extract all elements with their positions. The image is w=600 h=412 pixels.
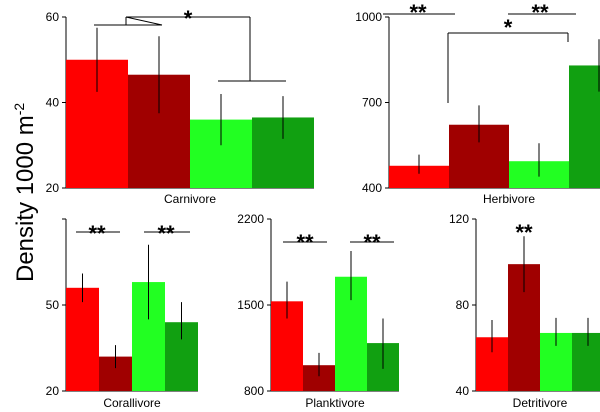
y-axis-label-superscript: -2 [11, 103, 27, 116]
category-label: Detritivore [513, 396, 568, 410]
y-tick-label: 50 [46, 298, 60, 312]
significance-label: ** [409, 0, 427, 25]
y-tick-label: 40 [456, 384, 470, 398]
significance-label: * [184, 6, 193, 31]
significance-label: ** [363, 230, 381, 255]
panel-corallivore: 20 50 Corallivore ** ** [46, 218, 198, 410]
category-label: Planktivore [305, 396, 365, 410]
significance-label: ** [515, 220, 533, 245]
bar-red [66, 287, 99, 391]
y-tick-label: 2200 [237, 212, 264, 226]
panel-detritivore: 40 80 120 Detritivore ** [449, 212, 600, 410]
y-tick-label: 1500 [237, 298, 264, 312]
significance-label: ** [88, 221, 106, 246]
bar-dark-green [569, 65, 600, 188]
y-tick-label: 20 [46, 384, 60, 398]
bar-red [389, 165, 449, 188]
category-label: Herbivore [483, 192, 535, 206]
y-tick-label: 60 [46, 10, 60, 24]
significance-label: ** [531, 0, 549, 25]
y-tick-label: 700 [362, 96, 382, 110]
significance-bracket [125, 16, 163, 26]
y-tick-label: 40 [46, 96, 60, 110]
y-tick-label: 800 [244, 384, 264, 398]
category-label: Carnivore [164, 192, 216, 206]
y-tick-label: 400 [362, 181, 382, 195]
significance-label: ** [157, 221, 175, 246]
y-tick-label: 120 [449, 212, 469, 226]
y-tick-label: 80 [456, 298, 470, 312]
panel-carnivore: 20 40 60 Carnivore * [46, 6, 314, 206]
significance-label: * [504, 15, 513, 40]
significance-label: ** [296, 230, 314, 255]
panel-planktivore: 800 1500 2200 Planktivore ** ** [237, 212, 399, 410]
y-tick-label: 20 [46, 181, 60, 195]
y-axis-label-main: Density 1000 m [12, 115, 39, 282]
y-axis-label: Density 1000 m-2 [11, 103, 39, 282]
category-label: Corallivore [103, 396, 161, 410]
bar-dark-green [572, 332, 600, 391]
y-tick-label: 1000 [355, 10, 382, 24]
